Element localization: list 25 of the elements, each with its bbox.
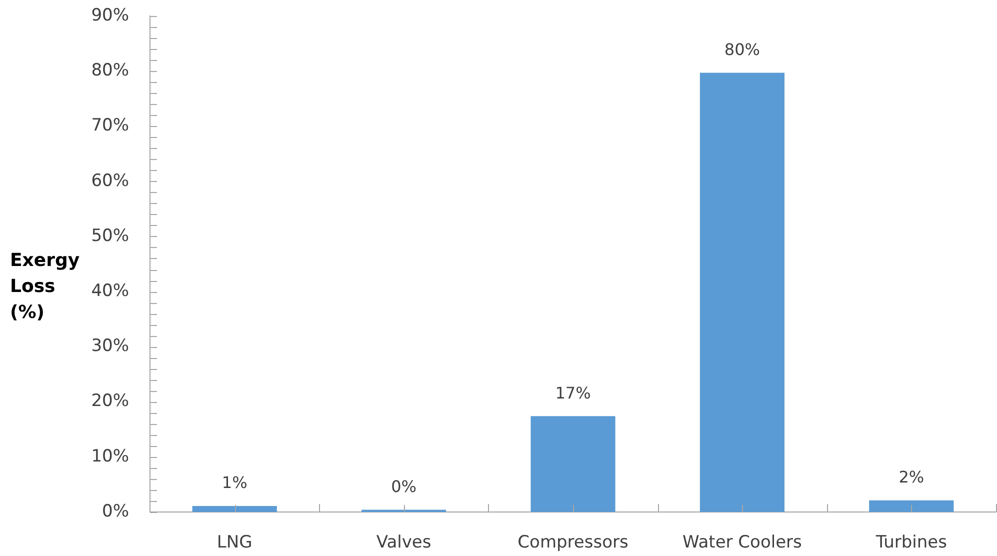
x-tick-label: Valves: [376, 532, 432, 553]
data-label: 2%: [898, 468, 924, 487]
bar: [192, 506, 277, 512]
y-tick-label: 20%: [91, 391, 129, 412]
y-tick-label: 90%: [91, 5, 129, 26]
y-tick-label: 10%: [91, 446, 129, 466]
bar: [869, 500, 954, 512]
y-tick-label: 70%: [91, 116, 129, 136]
x-tick-label: Water Coolers: [682, 532, 802, 553]
y-tick-label: 30%: [91, 336, 129, 356]
y-axis-title: Exergy Loss (%): [10, 250, 80, 323]
y-tick-label: 0%: [102, 501, 129, 522]
x-tick-label: LNG: [216, 532, 252, 553]
y-tick-label: 60%: [91, 170, 129, 191]
bar: [700, 72, 784, 512]
x-tick-label: Compressors: [518, 532, 628, 553]
data-label: 0%: [391, 476, 416, 496]
y-tick-label: 40%: [91, 280, 129, 301]
x-tick-label: Turbines: [874, 532, 948, 553]
data-label: 80%: [724, 40, 760, 59]
bar: [530, 416, 616, 512]
data-label: 17%: [555, 383, 591, 402]
y-tick-label: 80%: [91, 60, 129, 81]
data-label: 1%: [222, 473, 248, 492]
y-tick-label: 50%: [91, 226, 129, 246]
